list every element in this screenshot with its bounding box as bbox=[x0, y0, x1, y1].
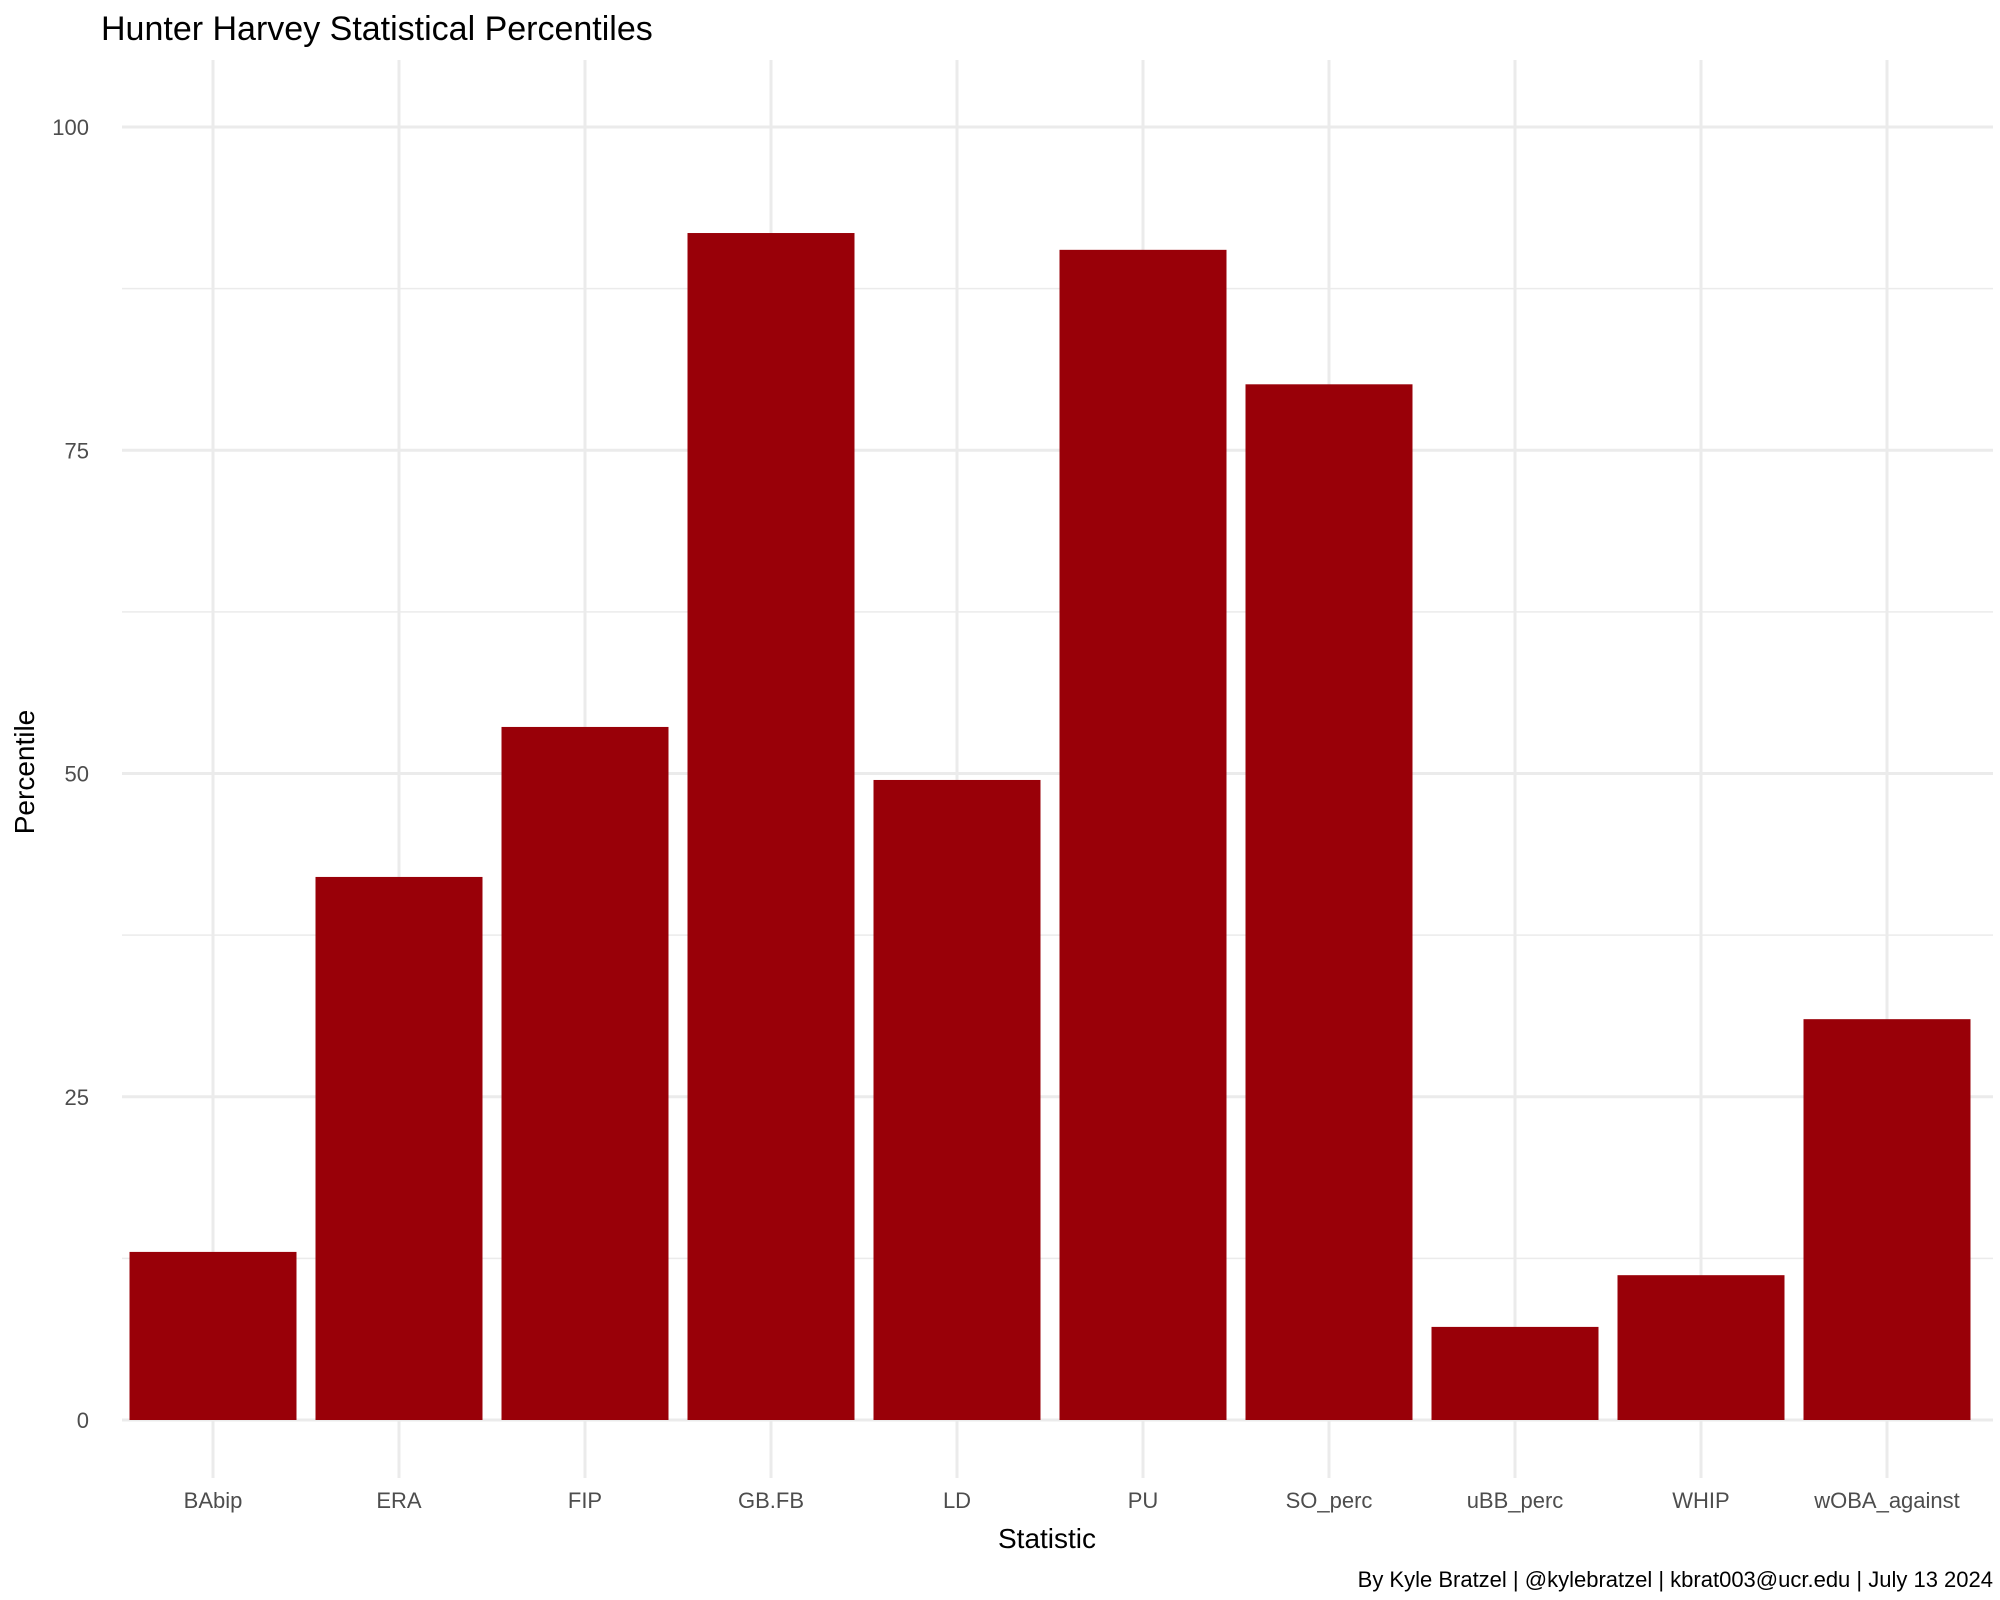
bar-ld bbox=[873, 779, 1041, 1420]
x-tick-label: GB.FB bbox=[738, 1488, 804, 1513]
x-tick-label: uBB_perc bbox=[1467, 1488, 1564, 1513]
bar-ubb-perc bbox=[1431, 1326, 1599, 1420]
x-tick-label: WHIP bbox=[1672, 1488, 1729, 1513]
bars bbox=[129, 233, 1971, 1421]
chart-caption: By Kyle Bratzel | @kylebratzel | kbrat00… bbox=[1358, 1567, 1993, 1592]
x-tick-label: LD bbox=[943, 1488, 971, 1513]
bar-whip bbox=[1617, 1275, 1785, 1420]
x-tick-label: wOBA_against bbox=[1813, 1488, 1960, 1513]
y-tick-label: 100 bbox=[52, 115, 89, 140]
bar-gb-fb bbox=[687, 233, 855, 1420]
bar-fip bbox=[501, 726, 669, 1420]
x-tick-label: ERA bbox=[376, 1488, 422, 1513]
y-axis-ticks: 0 25 50 75 100 bbox=[52, 115, 89, 1433]
x-tick-label: SO_perc bbox=[1286, 1488, 1373, 1513]
y-tick-label: 75 bbox=[65, 438, 89, 463]
x-tick-label: PU bbox=[1128, 1488, 1159, 1513]
y-tick-label: 0 bbox=[77, 1408, 89, 1433]
bar-pu bbox=[1059, 249, 1227, 1421]
chart-title: Hunter Harvey Statistical Percentiles bbox=[101, 10, 653, 48]
y-tick-label: 50 bbox=[65, 762, 89, 787]
x-axis-title: Statistic bbox=[998, 1523, 1096, 1554]
x-axis-ticks: BAbip ERA FIP GB.FB LD PU SO_perc uBB_perc WHIP w… bbox=[184, 1488, 1960, 1513]
y-tick-label: 25 bbox=[65, 1085, 89, 1110]
bar-woba-against bbox=[1803, 1019, 1971, 1420]
y-axis-title: Percentile bbox=[9, 710, 40, 835]
bar-era bbox=[315, 876, 483, 1420]
bar-babip bbox=[129, 1251, 297, 1420]
x-tick-label: BAbip bbox=[184, 1488, 243, 1513]
x-tick-label: FIP bbox=[568, 1488, 602, 1513]
bar-so-perc bbox=[1245, 384, 1413, 1420]
